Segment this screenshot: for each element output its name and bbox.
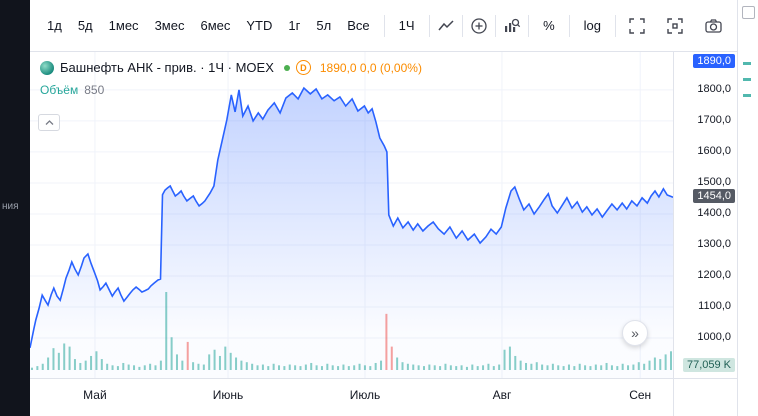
- range-button-5л[interactable]: 5л: [309, 13, 338, 38]
- quote-values: 1890,0 0,0 (0,00%): [319, 60, 422, 75]
- right-rail-marker: [743, 62, 751, 65]
- scroll-to-realtime-button[interactable]: »: [622, 320, 648, 346]
- toolbar-divider: [461, 14, 463, 37]
- toolbar-divider: [383, 14, 385, 37]
- range-button-YTD[interactable]: YTD: [239, 13, 279, 38]
- last-price-badge: 1454,0: [693, 189, 735, 204]
- volume-study-label[interactable]: Объём: [40, 83, 79, 97]
- chart-pane[interactable]: Башнефть АНК - прив. · 1Ч · MOEX D 1890,…: [30, 52, 673, 378]
- percent-scale-button[interactable]: %: [536, 13, 562, 38]
- time-axis[interactable]: Май Июнь Июль Авг Сен: [30, 378, 673, 416]
- price-tick: 1500,0: [697, 175, 731, 188]
- right-rail-marker: [743, 94, 751, 97]
- left-sidebar[interactable]: ния: [0, 0, 30, 416]
- toolbar-divider: [494, 14, 496, 37]
- toolbar-right-icons: [623, 12, 727, 40]
- time-label[interactable]: Июнь: [212, 388, 244, 402]
- left-sidebar-text-fragment: ния: [2, 201, 19, 212]
- time-label[interactable]: Май: [83, 388, 107, 402]
- delayed-data-badge[interactable]: D: [295, 60, 311, 75]
- time-label[interactable]: Авг: [492, 388, 512, 402]
- interval-button[interactable]: 1Ч: [392, 13, 422, 38]
- indicators-icon[interactable]: [503, 12, 521, 40]
- volume-axis-badge: 77,059 K: [682, 358, 735, 372]
- price-tick: 1200,0: [697, 268, 731, 281]
- log-scale-button[interactable]: log: [577, 13, 608, 38]
- price-chart[interactable]: [30, 52, 673, 378]
- price-axis[interactable]: 1890,0 1454,0 77,059 K 1800,0 1700,0 1600,…: [673, 52, 738, 378]
- price-tick: 1100,0: [698, 299, 731, 312]
- symbol-logo: [40, 60, 54, 75]
- expand-chart-icon[interactable]: [623, 12, 651, 40]
- toolbar-divider: [428, 14, 430, 37]
- range-buttons: 1д 5д 1мес 3мес 6мес YTD 1г 5л Все: [40, 13, 377, 38]
- price-tick: 1000,0: [697, 331, 731, 343]
- symbol-title[interactable]: Башнефть АНК - прив. · 1Ч · MOEX: [60, 60, 274, 75]
- right-rail-marker: [743, 78, 751, 81]
- axis-corner: [673, 378, 738, 416]
- price-tick: 1400,0: [697, 206, 731, 219]
- price-tick: 1600,0: [697, 144, 731, 157]
- toolbar-divider: [528, 14, 530, 37]
- snapshot-camera-icon[interactable]: [699, 12, 727, 40]
- range-button-Все[interactable]: Все: [340, 13, 376, 38]
- right-panel-icon[interactable]: [742, 6, 755, 19]
- fullscreen-icon[interactable]: [661, 12, 689, 40]
- compare-add-icon[interactable]: [470, 12, 488, 40]
- price-tick: 1300,0: [697, 237, 731, 250]
- chart-legend: Башнефть АНК - прив. · 1Ч · MOEX D 1890,…: [40, 60, 422, 97]
- market-open-icon: [283, 64, 290, 71]
- time-label[interactable]: Июль: [349, 388, 381, 402]
- volume-study-value: 850: [84, 83, 105, 97]
- chart-style-icon[interactable]: [437, 12, 455, 40]
- range-button-1г[interactable]: 1г: [281, 13, 307, 38]
- toolbar-divider: [614, 14, 616, 37]
- time-label[interactable]: Сен: [629, 388, 652, 402]
- range-button-6мес[interactable]: 6мес: [193, 13, 237, 38]
- quote-price-badge: 1890,0: [693, 54, 735, 68]
- price-tick: 1700,0: [697, 113, 731, 126]
- volume-row: Объём 850: [40, 83, 422, 97]
- toolbar-divider: [568, 14, 570, 37]
- right-panel-edge[interactable]: [737, 0, 758, 416]
- symbol-row: Башнефть АНК - прив. · 1Ч · MOEX D 1890,…: [40, 60, 422, 75]
- range-button-1мес[interactable]: 1мес: [102, 13, 146, 38]
- range-button-5д[interactable]: 5д: [71, 13, 100, 38]
- collapse-legend-button[interactable]: [38, 114, 60, 131]
- chart-toolbar: 1д 5д 1мес 3мес 6мес YTD 1г 5л Все 1Ч % log: [30, 0, 737, 52]
- range-button-3мес[interactable]: 3мес: [148, 13, 192, 38]
- price-tick: 1800,0: [697, 82, 731, 95]
- range-button-1д[interactable]: 1д: [40, 13, 69, 38]
